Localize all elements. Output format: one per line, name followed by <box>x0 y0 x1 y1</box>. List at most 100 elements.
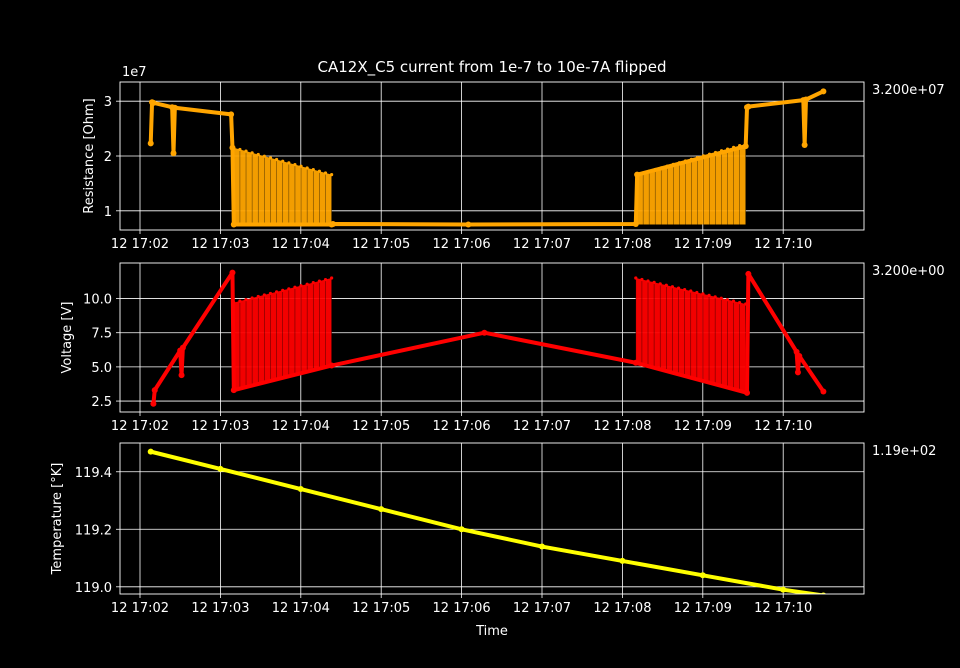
data-point <box>820 388 827 395</box>
oscillation-point <box>305 166 309 170</box>
data-point <box>150 400 157 407</box>
data-point <box>179 344 186 351</box>
figure-title: CA12X_C5 current from 1e-7 to 10e-7A fli… <box>318 58 667 77</box>
data-point <box>742 143 749 150</box>
x-tick-label: 12 17:08 <box>593 237 651 252</box>
oscillation-point <box>731 299 736 303</box>
x-tick-label: 12 17:09 <box>674 237 732 252</box>
oscillation-point <box>262 293 266 297</box>
oscillation-point <box>311 168 315 172</box>
data-point <box>328 362 335 369</box>
y-tick-label: 119.0 <box>75 581 112 596</box>
x-tick-label: 12 17:04 <box>272 419 330 434</box>
data-point <box>745 103 752 110</box>
oscillation-point <box>287 161 291 165</box>
y-axis-label: Temperature [°K] <box>50 463 65 576</box>
data-point <box>745 270 752 277</box>
oscillation-point <box>256 294 260 299</box>
data-point <box>632 220 639 227</box>
oscillation-point <box>250 296 254 300</box>
y-tick-label: 119.4 <box>75 466 112 481</box>
oscillation-point <box>323 277 328 282</box>
oscillation-point <box>725 298 729 302</box>
x-tick-label: 12 17:03 <box>191 601 249 616</box>
x-tick-label: 12 17:03 <box>191 419 249 434</box>
y-tick-label: 119.2 <box>75 523 112 538</box>
x-tick-label: 12 17:02 <box>111 601 169 616</box>
oscillation-point <box>323 171 328 175</box>
x-tick-label: 12 17:10 <box>754 601 812 616</box>
oscillation-point <box>299 284 303 288</box>
axes-frame <box>119 442 865 595</box>
oscillation-point <box>689 289 693 293</box>
oscillation-point <box>330 276 334 280</box>
data-point <box>170 150 177 157</box>
y-tick-label: 3 <box>104 95 112 110</box>
oscillation-point <box>305 282 309 286</box>
y-tick-label: 5.0 <box>91 361 112 376</box>
oscillation-point <box>244 149 248 153</box>
oscillation-point <box>281 159 285 163</box>
y-tick-label: 2 <box>104 150 112 165</box>
data-point <box>228 111 235 118</box>
x-tick-label: 12 17:06 <box>433 237 491 252</box>
x-tick-label: 12 17:05 <box>352 419 410 434</box>
oscillation-point <box>238 299 242 303</box>
data-point <box>217 465 224 472</box>
data-point <box>329 220 336 227</box>
oscillation-point <box>293 162 297 167</box>
oscillation-point <box>244 297 248 302</box>
data-point <box>619 557 626 564</box>
x-tick-label: 12 17:10 <box>754 237 812 252</box>
x-tick-label: 12 17:08 <box>593 419 651 434</box>
series-3 <box>147 448 827 594</box>
oscillation-point <box>707 293 711 297</box>
value-annotation: 3.200e+00 <box>872 264 945 279</box>
x-tick-label: 12 17:04 <box>272 601 330 616</box>
data-point <box>699 572 706 579</box>
data-point <box>780 586 787 593</box>
x-tick-label: 12 17:04 <box>272 237 330 252</box>
x-tick-label: 12 17:07 <box>513 419 571 434</box>
y-axis-label: Voltage [V] <box>60 302 75 374</box>
oscillation-point <box>713 295 717 299</box>
x-tick-label: 12 17:06 <box>433 601 491 616</box>
data-point <box>150 99 157 106</box>
oscillation-point <box>268 291 273 296</box>
data-point <box>229 269 236 276</box>
oscillation-point <box>676 286 681 290</box>
x-tick-label: 12 17:05 <box>352 237 410 252</box>
oscillation-point <box>262 154 266 158</box>
data-point <box>465 221 472 228</box>
oscillation-point <box>299 164 303 168</box>
series-1 <box>147 88 827 228</box>
series-line <box>151 270 826 404</box>
data-point <box>230 221 237 228</box>
data-point <box>229 144 236 151</box>
axes-frame <box>119 262 865 413</box>
y-tick-label: 10.0 <box>83 293 112 308</box>
data-point <box>151 387 158 394</box>
data-point <box>744 389 751 396</box>
panel-3: 12 17:02 12 17:03 12 17:04 12 17:05 12 17:06… <box>50 442 936 639</box>
oscillation-point <box>658 282 662 286</box>
panel-1: 12 17:02 12 17:03 12 17:04 12 17:05 12 17:06… <box>82 65 945 252</box>
data-point <box>539 543 545 550</box>
oscillation-point <box>646 279 650 283</box>
axes-frame <box>119 81 865 231</box>
oscillation-point <box>652 280 656 284</box>
y-tick-label: 2.5 <box>91 395 112 410</box>
data-point <box>801 142 808 149</box>
x-tick-label: 12 17:07 <box>513 237 571 252</box>
oscillation-point <box>719 296 723 300</box>
value-annotation: 1.19e+02 <box>872 444 936 459</box>
data-point <box>297 486 304 493</box>
y-axis-label: Resistance [Ohm] <box>82 98 97 213</box>
data-point <box>171 104 178 111</box>
data-point <box>820 88 827 95</box>
x-tick-label: 12 17:05 <box>352 601 410 616</box>
oscillation-point <box>281 288 285 292</box>
y-offset-text: 1e7 <box>122 65 147 80</box>
panel-2: 12 17:02 12 17:03 12 17:04 12 17:05 12 17:06… <box>60 262 945 434</box>
